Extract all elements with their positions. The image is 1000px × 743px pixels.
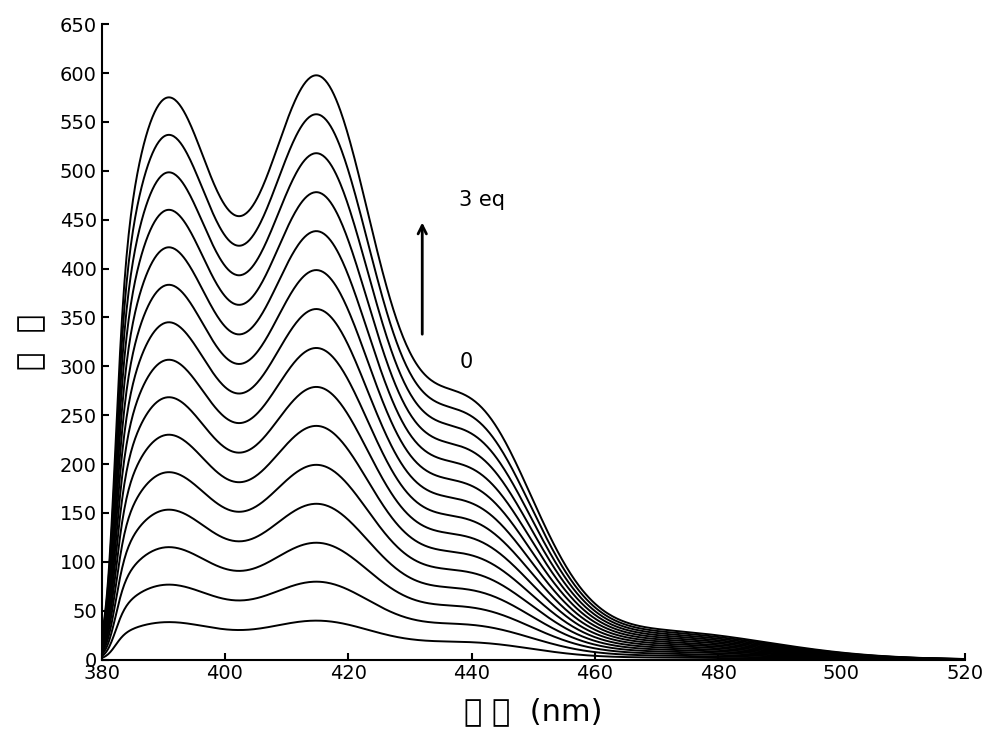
Y-axis label: 强  度: 强 度 <box>17 314 46 370</box>
Text: 0: 0 <box>459 351 472 372</box>
X-axis label: 波 长  (nm): 波 长 (nm) <box>464 698 602 727</box>
Text: 3 eq: 3 eq <box>459 190 505 210</box>
